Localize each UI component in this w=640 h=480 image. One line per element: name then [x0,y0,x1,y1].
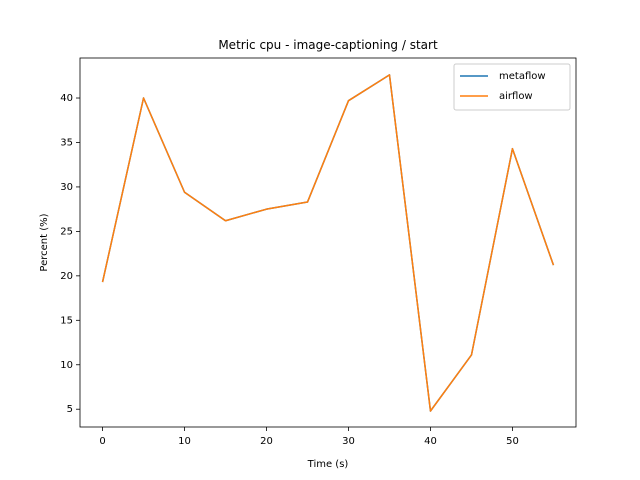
x-tick-label: 0 [99,436,105,447]
y-tick-label: 30 [60,182,73,193]
y-tick-label: 40 [60,93,73,104]
legend-label-airflow: airflow [499,91,533,102]
x-axis: 0 10 20 30 40 50 [99,427,519,447]
y-tick-label: 15 [60,315,73,326]
series-line-airflow [101,74,555,412]
x-axis-label: Time (s) [307,459,349,470]
legend: metaflow airflow [453,63,571,111]
x-tick-label: 10 [178,436,191,447]
y-tick-label: 20 [60,271,73,282]
x-tick-label: 50 [506,436,519,447]
x-tick-label: 40 [424,436,437,447]
y-tick-label: 25 [60,226,73,237]
y-axis: 5 10 15 20 25 30 35 40 [60,93,80,415]
x-tick-label: 20 [260,436,273,447]
y-tick-label: 35 [60,137,73,148]
y-tick-label: 5 [67,404,73,415]
legend-label-metaflow: metaflow [499,71,546,82]
series-layer [101,74,555,412]
y-tick-label: 10 [60,360,73,371]
y-axis-label: Percent (%) [39,213,50,271]
plot-frame [79,57,577,428]
x-tick-label: 30 [342,436,355,447]
plot-area [79,57,577,428]
chart-title: Metric cpu - image-captioning / start [218,38,438,52]
